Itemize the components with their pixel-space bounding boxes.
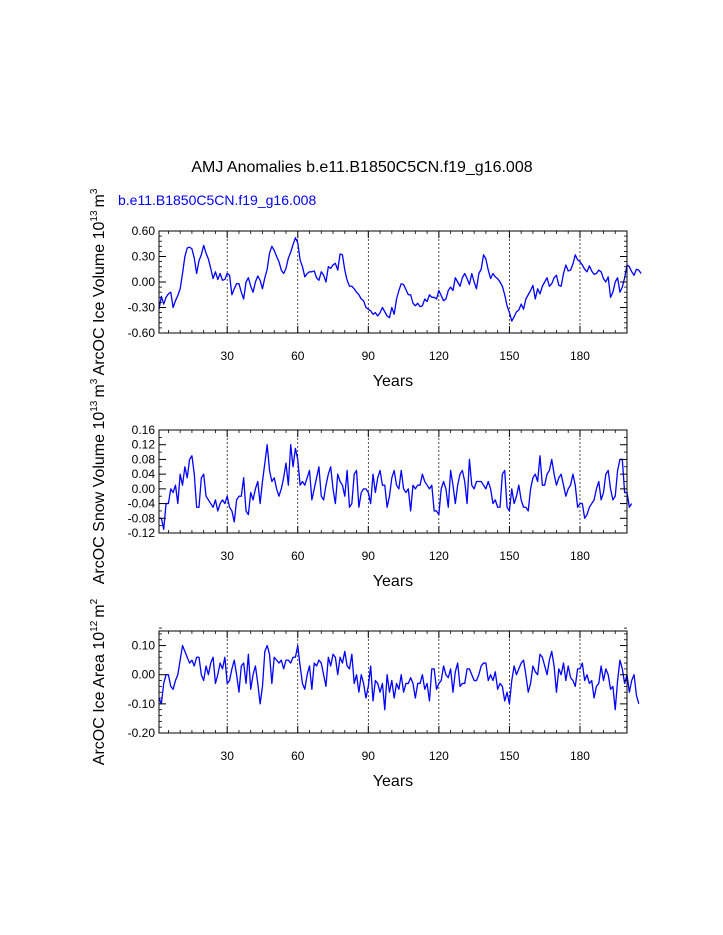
y-tick-label: 0.16 <box>132 423 156 437</box>
x-tick-label: 30 <box>221 549 235 563</box>
plot-frame <box>158 429 628 534</box>
y-tick-label: 0.04 <box>132 467 156 481</box>
series-subtitle: b.e11.B1850C5CN.f19_g16.008 <box>118 192 316 208</box>
x-tick-label: 90 <box>362 549 376 563</box>
y-tick-label: 0.12 <box>132 438 156 452</box>
x-axis-label: Years <box>373 773 413 790</box>
y-tick-label: 0.00 <box>132 275 156 289</box>
x-tick-label: 90 <box>362 349 376 363</box>
x-tick-label: 120 <box>429 349 449 363</box>
x-tick-label: 150 <box>499 349 519 363</box>
y-tick-label: -0.10 <box>128 697 156 711</box>
x-tick-label: 150 <box>499 549 519 563</box>
y-tick-label: -0.04 <box>128 497 156 511</box>
y-tick-label: -0.12 <box>128 526 156 540</box>
x-tick-label: 60 <box>291 349 305 363</box>
x-axis-label: Years <box>373 373 413 390</box>
x-tick-label: 180 <box>570 549 590 563</box>
y-tick-label: 0.00 <box>132 668 156 682</box>
x-tick-label: 120 <box>429 549 449 563</box>
x-tick-label: 180 <box>570 349 590 363</box>
x-tick-label: 180 <box>570 749 590 763</box>
y-tick-label: 0.00 <box>132 482 156 496</box>
x-axis-label: Years <box>373 573 413 590</box>
x-tick-label: 30 <box>221 349 235 363</box>
series-line <box>159 444 633 530</box>
y-tick-label: -0.20 <box>128 726 156 740</box>
y-axis-label: ArcOC Snow Volume 1013m3 <box>89 378 108 584</box>
y-tick-label: 0.10 <box>132 639 156 653</box>
y-axis-label: ArcOC Ice Volume 1013m3 <box>89 188 108 375</box>
x-tick-label: 150 <box>499 749 519 763</box>
x-tick-label: 60 <box>291 749 305 763</box>
panel-3: 30 60 90 120 150 180 -0.20 -0.10 0.00 0.10 Years Ar… <box>89 598 640 790</box>
y-tick-label: -0.30 <box>128 301 156 315</box>
chart-title: AMJ Anomalies b.e11.B1850C5CN.f19_g16.00… <box>191 159 532 176</box>
y-tick-label: -0.60 <box>128 326 156 340</box>
y-tick-label: 0.08 <box>132 452 156 466</box>
y-axis-label: ArcOC Ice Area 1012m2 <box>89 598 108 765</box>
series-line <box>158 237 642 322</box>
y-tick-label: 0.60 <box>132 224 156 238</box>
plot-frame <box>158 230 628 334</box>
panel-2: 30 60 90 120 150 180-0.12-0.08-0.040.000.040.… <box>89 378 633 590</box>
panels-group: 30 60 90 120 150 180 -0.60 -0.30 0.00 0.30 0.60 Yea… <box>89 188 642 790</box>
x-tick-label: 120 <box>429 749 449 763</box>
series-line <box>158 644 640 711</box>
y-tick-label: -0.08 <box>128 511 156 525</box>
panel-1: 30 60 90 120 150 180 -0.60 -0.30 0.00 0.30 0.60 Yea… <box>89 188 642 390</box>
x-tick-label: 90 <box>362 749 376 763</box>
plot-frame <box>158 630 628 734</box>
x-tick-label: 60 <box>291 549 305 563</box>
y-tick-label: 0.30 <box>132 250 156 264</box>
x-tick-label: 30 <box>221 749 235 763</box>
